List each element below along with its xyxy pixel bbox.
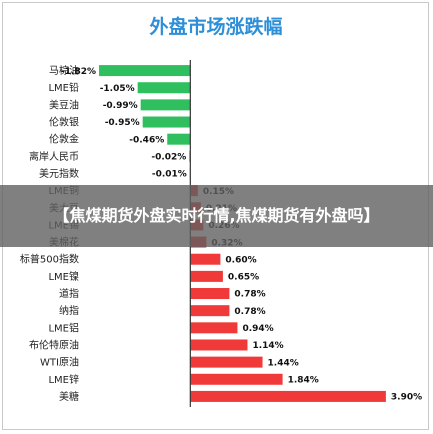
value-label: -0.99% <box>103 101 138 111</box>
value-label: 1.84% <box>288 375 319 385</box>
bar <box>190 356 263 368</box>
value-label: 0.94% <box>242 324 273 334</box>
value-label: 0.78% <box>234 307 265 317</box>
value-label: 1.14% <box>252 341 283 351</box>
value-label: -0.01% <box>152 170 187 180</box>
category-label: 标普500指数 <box>20 253 79 266</box>
category-label: LME锌 <box>48 373 79 386</box>
category-label: WTI原油 <box>40 356 79 369</box>
bar <box>190 373 283 385</box>
value-label: 0.78% <box>234 290 265 300</box>
bar <box>140 99 191 111</box>
category-label: 马棕油 <box>49 64 79 77</box>
category-label: 伦敦金 <box>49 133 79 146</box>
value-label: -0.02% <box>151 153 186 163</box>
bar <box>190 253 221 265</box>
chart-title: 外盘市场涨跌幅 <box>149 15 282 38</box>
bar <box>190 322 238 334</box>
category-label: LME铝 <box>48 322 79 334</box>
value-label: -0.95% <box>105 118 140 128</box>
value-label: -0.46% <box>129 135 164 145</box>
bar <box>99 65 191 77</box>
value-label: 3.90% <box>391 393 422 403</box>
bar <box>167 133 191 145</box>
bar <box>137 82 191 94</box>
category-label: 美糖 <box>59 390 79 403</box>
bar <box>190 390 386 402</box>
category-label: 道指 <box>59 287 79 300</box>
value-label: -1.82% <box>61 67 96 77</box>
bar <box>142 116 191 128</box>
bar <box>190 339 248 351</box>
category-label: 布伦特原油 <box>29 338 79 351</box>
category-label: 美元指数 <box>39 167 79 180</box>
bar <box>190 270 223 282</box>
value-label: 1.44% <box>268 358 299 368</box>
value-label: 0.60% <box>225 255 256 265</box>
category-label: 离岸人民币 <box>29 150 79 163</box>
category-label: 美豆油 <box>49 98 79 111</box>
category-label: LME镍 <box>48 270 79 283</box>
overlay-text: 【焦煤期货外盘实时行情,焦煤期货有外盘吗】 <box>53 206 380 225</box>
value-label: 0.65% <box>228 273 259 283</box>
category-label: 纳指 <box>59 304 79 317</box>
category-label: LME铅 <box>48 81 79 94</box>
overlay-banner: 【焦煤期货外盘实时行情,焦煤期货有外盘吗】 <box>0 185 433 247</box>
category-label: 伦敦银 <box>49 116 79 129</box>
bar <box>190 305 230 317</box>
value-label: -1.05% <box>100 84 135 94</box>
bar <box>190 288 230 300</box>
